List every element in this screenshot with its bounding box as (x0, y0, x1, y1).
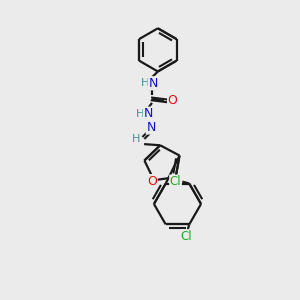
Text: H: H (136, 109, 144, 119)
Text: Cl: Cl (181, 230, 192, 243)
Text: H: H (141, 78, 149, 88)
Text: N: N (148, 77, 158, 90)
Text: O: O (168, 94, 178, 107)
Text: Cl: Cl (170, 175, 181, 188)
Text: O: O (147, 175, 157, 188)
Text: N: N (143, 107, 153, 120)
Text: N: N (146, 121, 156, 134)
Text: H: H (132, 134, 140, 144)
